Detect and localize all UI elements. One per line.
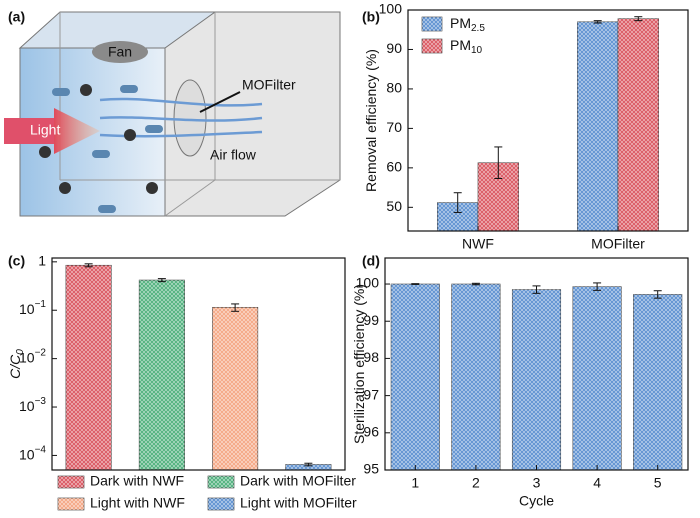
plot-frame: [51, 257, 346, 471]
y-tick-label: 70: [386, 119, 402, 135]
panel-label: (b): [362, 9, 380, 25]
y-axis-label: C/C0: [7, 349, 26, 379]
bacteria: [52, 85, 163, 213]
y-tick-label: 10−4: [19, 444, 46, 462]
light-label: Light: [30, 122, 60, 138]
y-tick-label: 10−1: [19, 299, 46, 317]
legend-hatch: [422, 39, 442, 53]
y-tick-label: 50: [386, 198, 402, 214]
y-tick-label: 60: [386, 159, 402, 175]
legend-name: PM: [450, 15, 471, 31]
y-axis-label: Sterilization efficiency (%): [351, 284, 367, 444]
y-label-sub: 0: [15, 349, 26, 355]
y-tick-label: 100: [379, 1, 403, 17]
tick-exponent: −2: [35, 347, 47, 358]
bar-hatch: [572, 286, 622, 470]
legend-sub: 2.5: [471, 23, 485, 34]
fan: [92, 41, 148, 63]
x-tick-label: NWF: [462, 236, 494, 252]
bar-hatch: [65, 265, 112, 470]
y-label-text: Sterilization efficiency (%): [351, 284, 367, 444]
legend-hatch: [208, 476, 234, 488]
edge: [164, 179, 216, 217]
panel-label: (d): [362, 253, 380, 269]
bar-hatch: [212, 307, 258, 470]
legend-sub: 10: [471, 45, 483, 56]
tick-base: 10: [19, 446, 35, 462]
legend-label: Light with NWF: [90, 495, 185, 511]
bar-hatch: [633, 294, 682, 470]
y-tick-label: 96: [363, 424, 379, 440]
legend-label: Dark with NWF: [90, 473, 184, 489]
legend-hatch: [208, 498, 234, 510]
bar-hatch: [577, 21, 618, 232]
legend-hatch: [422, 17, 442, 31]
tick-base: 10: [19, 398, 35, 414]
plot-frame: [384, 257, 689, 471]
legend-label: Light with MOFilter: [240, 495, 357, 511]
pointer: [199, 91, 241, 113]
filter: [173, 79, 207, 157]
bar-hatch: [451, 284, 501, 470]
airflow: [99, 97, 263, 107]
diagram: (a) Fan MOFilter Light Air flow: [4, 9, 341, 217]
y-label-text: C/C: [7, 354, 23, 379]
y-tick-label: 95: [363, 461, 379, 477]
y-label-text: Removal efficiency (%): [363, 49, 379, 192]
x-tick-label: 5: [654, 475, 662, 491]
y-tick-label: 100: [356, 275, 380, 291]
bar-hatch: [391, 284, 440, 470]
legend-hatch: [58, 498, 84, 510]
bar-hatch: [139, 280, 185, 470]
y-tick-label: 10−3: [19, 396, 46, 414]
tick-base: 10: [19, 301, 35, 317]
plot-frame: [407, 9, 689, 232]
tick-base: 10: [19, 349, 35, 365]
y-tick-label: 99: [363, 312, 379, 328]
legend-label: PM10: [450, 37, 483, 56]
x-tick-label: 4: [593, 475, 601, 491]
top-face: [18, 11, 217, 49]
y-tick-label: 1: [38, 253, 46, 269]
light-arrow: [54, 108, 100, 154]
bar-hatch: [285, 464, 332, 470]
y-tick-label: 10−2: [19, 347, 46, 365]
y-tick-label: 97: [363, 386, 379, 402]
legend-label: PM2.5: [450, 15, 485, 34]
x-tick-label: 3: [533, 475, 541, 491]
legend-label: Dark with MOFilter: [240, 473, 356, 489]
light-beam: [4, 118, 54, 144]
panel-label: (a): [8, 9, 25, 25]
y-tick-label: 90: [386, 40, 402, 56]
particles: [39, 84, 158, 194]
legend-hatch: [58, 476, 84, 488]
bar-hatch: [512, 289, 561, 470]
x-tick-label: MOFilter: [591, 236, 645, 252]
filter-label: MOFilter: [242, 77, 296, 93]
tick-exponent: −1: [35, 299, 47, 310]
panel-label: (c): [8, 253, 25, 269]
y-axis-label: Removal efficiency (%): [363, 49, 379, 192]
x-axis-label: Cycle: [519, 493, 554, 509]
tick-exponent: −3: [35, 396, 47, 407]
legend-name: PM: [450, 37, 471, 53]
y-tick-label: 98: [363, 349, 379, 365]
airflow: [99, 130, 263, 138]
fan-label: Fan: [108, 44, 132, 60]
x-tick-label: 2: [472, 475, 480, 491]
airflow: [99, 116, 263, 122]
y-tick-label: 80: [386, 80, 402, 96]
tick-exponent: −4: [35, 444, 47, 455]
x-tick-label: 1: [411, 475, 419, 491]
bar-hatch: [618, 18, 659, 231]
airflow-label: Air flow: [210, 147, 257, 163]
